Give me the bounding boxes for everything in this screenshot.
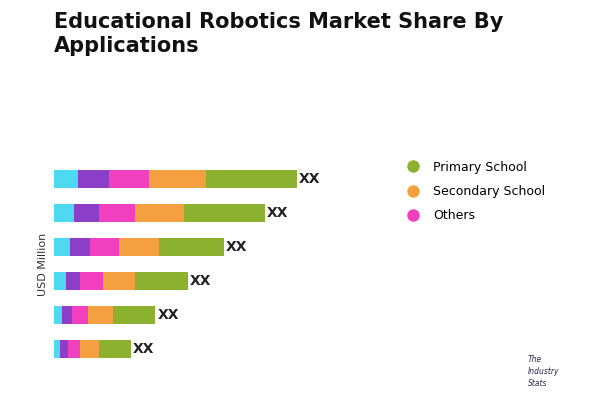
Bar [98, 340, 131, 358]
Bar [54, 306, 62, 324]
Bar [206, 170, 297, 188]
Bar [91, 238, 119, 256]
Text: XX: XX [133, 342, 154, 356]
Bar [80, 340, 98, 358]
Bar [135, 272, 188, 290]
Bar [60, 340, 68, 358]
Bar [78, 170, 109, 188]
Bar [62, 306, 72, 324]
Bar [54, 238, 70, 256]
Y-axis label: USD Million: USD Million [38, 232, 49, 296]
Bar [80, 272, 103, 290]
Bar [109, 170, 149, 188]
Bar [119, 238, 160, 256]
Legend: Primary School, Secondary School, Others: Primary School, Secondary School, Others [395, 156, 550, 227]
Bar [54, 170, 78, 188]
Text: XX: XX [190, 274, 211, 288]
Text: XX: XX [299, 172, 320, 186]
Bar [88, 306, 113, 324]
Bar [54, 204, 74, 222]
Bar [160, 238, 224, 256]
Text: XX: XX [266, 206, 288, 220]
Bar [66, 272, 80, 290]
Bar [135, 204, 184, 222]
Text: XX: XX [157, 308, 179, 322]
Text: XX: XX [226, 240, 248, 254]
Bar [113, 306, 155, 324]
Bar [103, 272, 135, 290]
Bar [70, 238, 91, 256]
Bar [98, 204, 135, 222]
Bar [54, 340, 60, 358]
Bar [72, 306, 88, 324]
Bar [149, 170, 206, 188]
Text: The
Industry
Stats: The Industry Stats [528, 356, 560, 388]
Bar [68, 340, 80, 358]
Text: Educational Robotics Market Share By
Applications: Educational Robotics Market Share By App… [54, 12, 503, 56]
Bar [54, 272, 66, 290]
Bar [184, 204, 265, 222]
Bar [74, 204, 98, 222]
